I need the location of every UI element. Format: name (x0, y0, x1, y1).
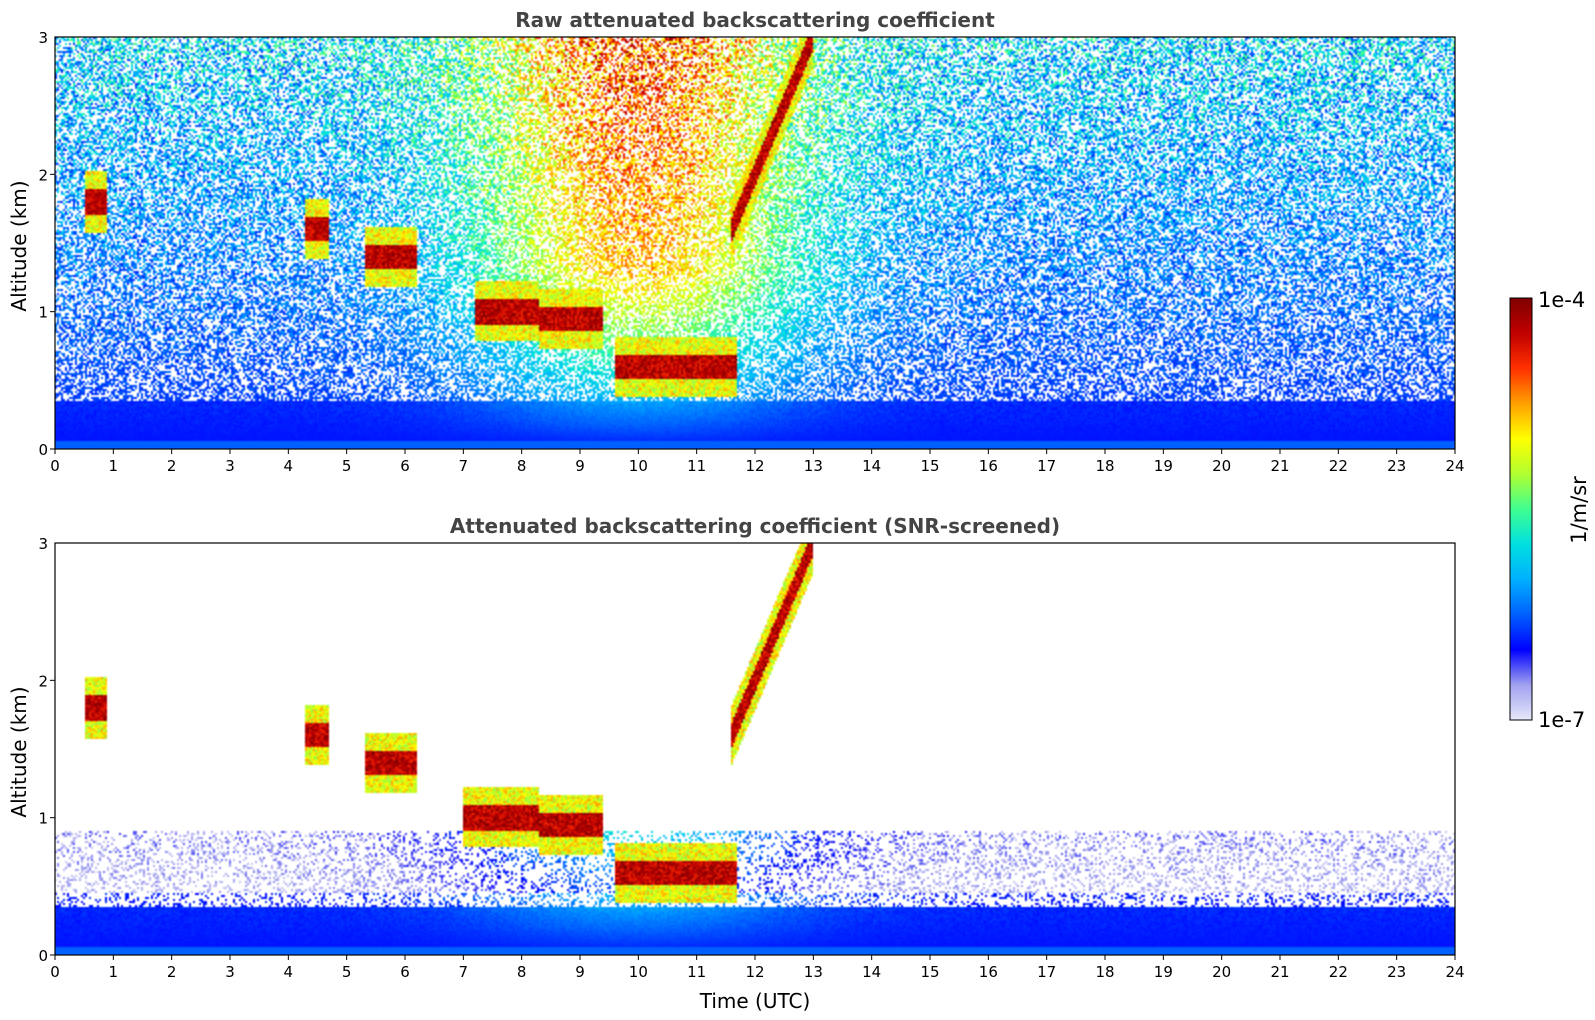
x-tick-label: 13 (804, 963, 823, 981)
panel-screened: Attenuated backscattering coefficient (S… (7, 514, 1465, 1013)
x-tick-label: 22 (1329, 457, 1348, 475)
heatmap-image (55, 543, 1455, 955)
x-tick-label: 17 (1037, 963, 1056, 981)
x-tick-label: 9 (575, 963, 585, 981)
y-tick-label: 3 (38, 535, 48, 553)
x-ticks: 0 1 2 3 4 5 6 7 8 9 10 11 12 13 14 15 16 17 18 19 20 21 22 23 24 (50, 449, 1465, 475)
x-tick-label: 12 (745, 457, 764, 475)
x-tick-label: 23 (1387, 963, 1406, 981)
x-tick-label: 10 (629, 457, 648, 475)
x-tick-label: 16 (979, 457, 998, 475)
panel-title: Raw attenuated backscattering coefficien… (515, 8, 995, 32)
x-tick-label: 5 (342, 457, 352, 475)
x-tick-label: 0 (50, 963, 60, 981)
colorbar-scale (1509, 297, 1533, 721)
y-axis-label: Altitude (km) (7, 180, 31, 311)
x-tick-label: 6 (400, 457, 410, 475)
x-tick-label: 21 (1270, 457, 1289, 475)
x-tick-label: 2 (167, 457, 177, 475)
x-tick-label: 3 (225, 457, 235, 475)
y-tick-label: 0 (38, 947, 48, 965)
y-tick-label: 1 (38, 304, 48, 322)
y-tick-label: 3 (38, 29, 48, 47)
x-ticks: 0 1 2 3 4 5 6 7 8 9 10 11 12 13 14 15 16 17 18 19 20 21 22 23 24 (50, 955, 1465, 981)
x-tick-label: 18 (1095, 457, 1114, 475)
y-ticks: 0 1 2 (38, 166, 55, 459)
heatmap-raw (55, 37, 1455, 449)
x-tick-label: 4 (284, 457, 294, 475)
x-tick-label: 12 (745, 963, 764, 981)
x-tick-label: 10 (629, 963, 648, 981)
colorbar: 1e-4 1e-7 1/m/sr (1509, 288, 1591, 732)
x-tick-label: 3 (225, 963, 235, 981)
x-axis-label: Time (UTC) (699, 989, 811, 1013)
x-tick-label: 11 (687, 963, 706, 981)
y-tick-label: 2 (38, 166, 48, 184)
x-tick-label: 14 (862, 457, 881, 475)
x-tick-label: 4 (284, 963, 294, 981)
x-tick-label: 6 (400, 963, 410, 981)
x-tick-label: 7 (459, 457, 469, 475)
x-tick-label: 1 (109, 457, 119, 475)
x-tick-label: 13 (804, 457, 823, 475)
x-tick-label: 18 (1095, 963, 1114, 981)
x-tick-label: 16 (979, 963, 998, 981)
x-tick-label: 8 (517, 963, 527, 981)
x-tick-label: 23 (1387, 457, 1406, 475)
x-tick-label: 17 (1037, 457, 1056, 475)
x-tick-label: 19 (1154, 457, 1173, 475)
x-tick-label: 24 (1445, 457, 1464, 475)
x-tick-label: 8 (517, 457, 527, 475)
heatmap-screened (55, 543, 1455, 955)
x-tick-label: 19 (1154, 963, 1173, 981)
x-tick-label: 15 (920, 963, 939, 981)
x-tick-label: 11 (687, 457, 706, 475)
x-tick-label: 20 (1212, 963, 1231, 981)
x-tick-label: 22 (1329, 963, 1348, 981)
colorbar-max-label: 1e-4 (1538, 288, 1585, 312)
x-tick-label: 15 (920, 457, 939, 475)
colorbar-label: 1/m/sr (1567, 476, 1591, 544)
y-tick-label: 0 (38, 441, 48, 459)
x-tick-label: 14 (862, 963, 881, 981)
y-axis-label: Altitude (km) (7, 686, 31, 817)
x-tick-label: 5 (342, 963, 352, 981)
x-tick-label: 2 (167, 963, 177, 981)
y-ticks: 0 1 2 (38, 672, 55, 965)
panel-title: Attenuated backscattering coefficient (S… (450, 514, 1060, 538)
x-tick-label: 20 (1212, 457, 1231, 475)
x-tick-label: 1 (109, 963, 119, 981)
x-tick-label: 7 (459, 963, 469, 981)
y-tick-label: 1 (38, 810, 48, 828)
heatmap-image (55, 37, 1455, 449)
y-tick-label: 2 (38, 672, 48, 690)
x-tick-label: 0 (50, 457, 60, 475)
x-tick-label: 21 (1270, 963, 1289, 981)
colorbar-min-label: 1e-7 (1538, 708, 1585, 732)
x-tick-label: 9 (575, 457, 585, 475)
panel-raw: Raw attenuated backscattering coefficien… (7, 8, 1465, 475)
x-tick-label: 24 (1445, 963, 1464, 981)
